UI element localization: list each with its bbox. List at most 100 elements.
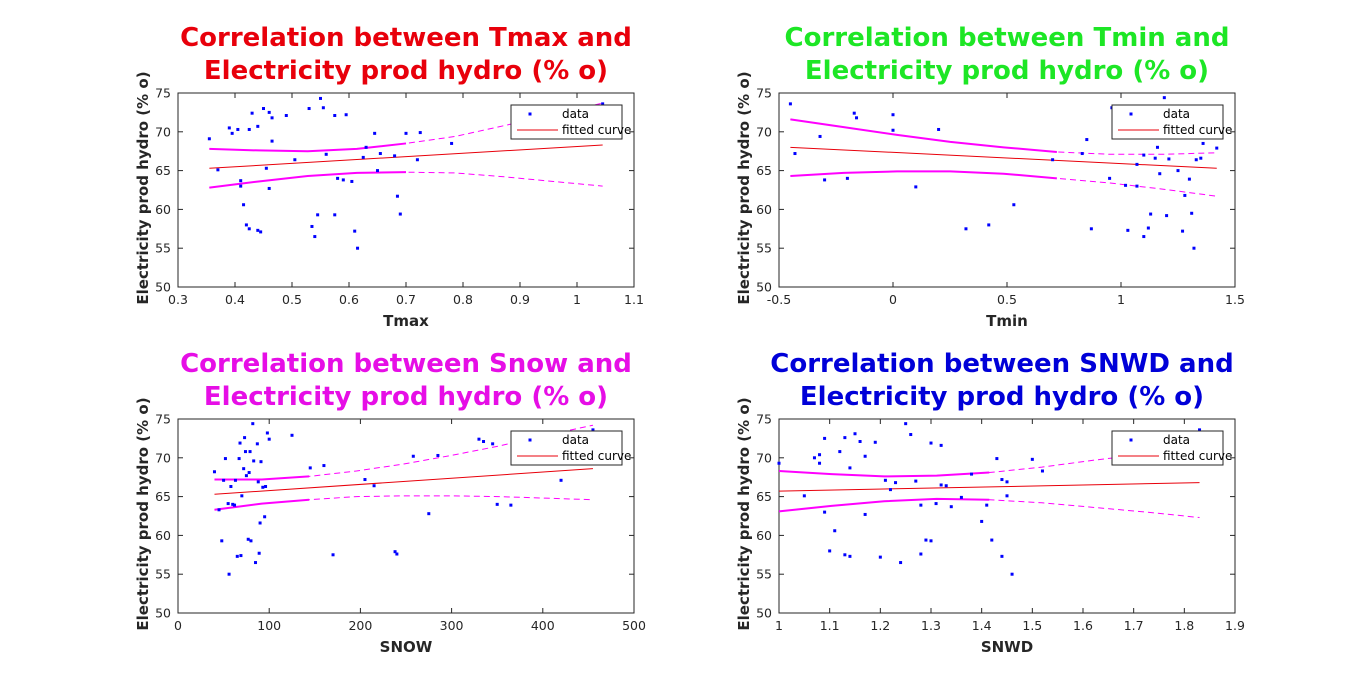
legend-fit-label: fitted curve xyxy=(562,123,631,137)
data-point xyxy=(261,485,265,489)
data-point xyxy=(1080,152,1084,156)
data-point xyxy=(353,229,357,233)
data-point xyxy=(1198,428,1202,432)
data-point xyxy=(411,454,415,458)
subplot-snwd: Correlation between SNWD and Electricity… xyxy=(735,349,1245,656)
data-point xyxy=(450,141,454,145)
y-tick-label: 55 xyxy=(155,241,171,256)
data-point xyxy=(959,495,963,499)
legend-box xyxy=(1111,104,1224,140)
y-tick-label: 65 xyxy=(756,163,772,178)
data-point xyxy=(363,478,367,482)
data-point xyxy=(601,102,605,106)
data-point xyxy=(395,552,399,556)
legend-data-label: data xyxy=(562,433,589,447)
data-point xyxy=(1167,157,1171,161)
data-point xyxy=(249,539,253,543)
data-point xyxy=(909,433,913,437)
data-point xyxy=(1010,572,1014,576)
data-point xyxy=(246,537,250,541)
data-point xyxy=(1165,214,1169,218)
data-point xyxy=(838,450,842,454)
y-axis-label: Electricity prod hydro (% o) xyxy=(134,397,152,630)
data-point xyxy=(883,478,887,482)
data-point xyxy=(270,139,274,143)
x-tick-label: -0.5 xyxy=(767,292,791,307)
data-point xyxy=(308,466,312,470)
data-point xyxy=(845,176,849,180)
y-tick-label: 75 xyxy=(155,86,171,101)
x-tick-label: 0.3 xyxy=(168,292,188,307)
chart-title-line1: Correlation between Tmax and xyxy=(180,23,632,53)
y-tick-label: 60 xyxy=(155,202,171,217)
y-axis-label: Electricity prod hydro (% o) xyxy=(735,71,753,304)
data-point xyxy=(247,227,251,231)
data-point xyxy=(899,561,903,565)
data-point xyxy=(904,422,908,426)
data-point xyxy=(939,483,943,487)
data-point xyxy=(238,441,242,445)
data-point xyxy=(1201,141,1205,145)
confidence-bound-upper xyxy=(214,475,310,481)
data-point xyxy=(914,185,918,189)
data-point xyxy=(344,113,348,117)
data-point xyxy=(1162,96,1166,100)
data-point xyxy=(404,131,408,135)
legend-fit-label: fitted curve xyxy=(1163,449,1232,463)
data-point xyxy=(322,464,326,468)
confidence-bound-lower xyxy=(209,171,407,189)
data-point xyxy=(1192,246,1196,250)
x-tick-label: 1.5 xyxy=(1225,292,1245,307)
y-tick-label: 70 xyxy=(756,124,772,139)
data-point xyxy=(231,502,235,506)
x-axis-label: SNOW xyxy=(380,638,433,656)
confidence-bound-upper xyxy=(778,469,990,478)
x-tick-label: 0.5 xyxy=(282,292,302,307)
x-tick-label: 1.7 xyxy=(1124,618,1144,633)
x-tick-label: 1 xyxy=(1117,292,1125,307)
legend-fit-label: fitted curve xyxy=(1163,123,1232,137)
data-point xyxy=(990,538,994,542)
y-tick-label: 75 xyxy=(756,86,772,101)
data-point xyxy=(239,179,243,183)
data-point xyxy=(233,503,237,507)
data-point xyxy=(1142,153,1146,157)
data-point xyxy=(270,116,274,120)
data-point xyxy=(251,422,255,426)
data-point xyxy=(788,102,792,106)
legend: data fitted curve xyxy=(510,104,631,140)
legend-data-marker xyxy=(528,112,532,116)
data-point xyxy=(331,553,335,557)
confidence-bound-lower xyxy=(778,497,990,513)
x-tick-label: 500 xyxy=(622,618,646,633)
data-point xyxy=(376,169,379,173)
x-tick-label: 0.4 xyxy=(225,292,245,307)
y-tick-label: 55 xyxy=(756,567,772,582)
data-point xyxy=(333,213,337,217)
data-point xyxy=(939,443,943,447)
legend: data fitted curve xyxy=(1111,104,1232,140)
legend-data-marker xyxy=(1129,112,1133,116)
data-point xyxy=(823,178,827,182)
data-point xyxy=(1176,169,1180,173)
data-point xyxy=(267,437,271,441)
fitted-curve xyxy=(214,468,593,495)
data-point xyxy=(378,152,382,156)
data-point xyxy=(863,512,867,516)
y-tick-label: 55 xyxy=(756,241,772,256)
data-point xyxy=(495,502,499,506)
data-point xyxy=(324,152,328,156)
chart-title-line1: Correlation between Tmin and xyxy=(785,23,1230,53)
data-point xyxy=(843,553,847,557)
data-point xyxy=(852,111,856,115)
data-point xyxy=(1199,156,1203,160)
data-point xyxy=(418,131,422,135)
data-point xyxy=(812,456,816,460)
data-point xyxy=(244,223,248,227)
data-point xyxy=(256,228,260,232)
subplot-tmax: Correlation between Tmax and Electricity… xyxy=(134,23,644,330)
data-point xyxy=(1155,145,1159,149)
y-tick-label: 65 xyxy=(756,489,772,504)
data-point xyxy=(239,554,243,558)
data-point xyxy=(237,457,241,461)
